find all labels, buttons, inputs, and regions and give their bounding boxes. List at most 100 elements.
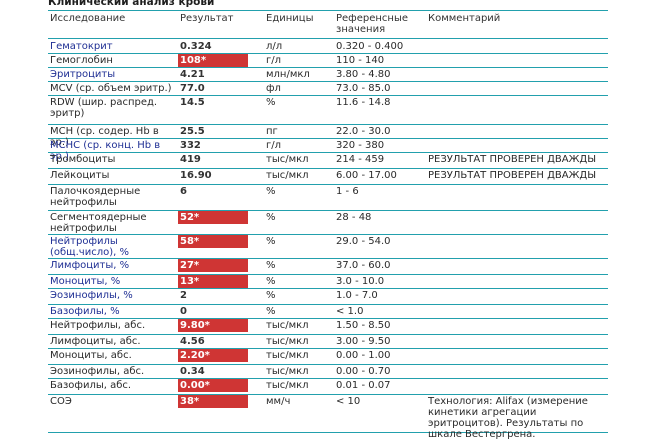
unit: % (266, 276, 276, 287)
table-row: Лейкоциты 16.90 тыс/мкл 6.00 - 17.00 РЕЗУЛЬТ… (48, 168, 608, 185)
table-row: Нейтрофилы, абс. 9.80* тыс/мкл 1.50 - 8.50 (48, 318, 608, 335)
reference-range: 1.50 - 8.50 (336, 320, 391, 331)
unit: тыс/мкл (266, 380, 309, 391)
table-row: Базофилы, % 0% < 1.0 (48, 304, 608, 319)
test-name: Эозинофилы, % (50, 290, 133, 301)
unit: % (266, 236, 276, 247)
unit: г/л (266, 55, 282, 66)
test-name: Эозинофилы, абс. (50, 366, 145, 377)
test-name: Моноциты, абс. (50, 350, 132, 361)
unit: тыс/мкл (266, 154, 309, 165)
result-value: 0 (180, 306, 187, 317)
reference-range: 214 - 459 (336, 154, 385, 165)
unit: фл (266, 83, 281, 94)
result-value-flagged: 108* (178, 54, 248, 67)
unit: % (266, 212, 276, 223)
test-name: Нейтрофилы, абс. (50, 320, 146, 331)
col-result: Результат (180, 13, 234, 24)
reference-range: 11.6 - 14.8 (336, 97, 391, 108)
unit: мм/ч (266, 396, 291, 407)
col-reference: Референсные значения (336, 13, 409, 35)
table-row: Лимфоциты, абс. 4.56 тыс/мкл 3.00 - 9.50 (48, 334, 608, 349)
unit: тыс/мкл (266, 336, 309, 347)
result-value: 14.5 (180, 97, 205, 108)
table-row: Эритроциты 4.21 млн/мкл 3.80 - 4.80 (48, 67, 608, 82)
reference-range: 3.80 - 4.80 (336, 69, 391, 80)
table-row: MCV (ср. объем эритр.) 77.0 фл 73.0 - 85.0 (48, 81, 608, 96)
unit: % (266, 186, 276, 197)
reference-range: 37.0 - 60.0 (336, 260, 391, 271)
reference-range: 28 - 48 (336, 212, 372, 223)
result-value: 6 (180, 186, 187, 197)
col-test: Исследование (50, 13, 126, 24)
test-name: MCH (ср. содер. Hb в эр.) (50, 126, 159, 148)
table-row: Тромбоциты 419 тыс/мкл 214 - 459 РЕЗУЛЬТАТ П… (48, 152, 608, 169)
reference-range: 320 - 380 (336, 140, 385, 151)
table-row: MCHC (ср. конц. Hb в эр.) 332 г/л 320 - 380 (48, 138, 608, 162)
result-value-flagged: 38* (178, 395, 248, 408)
unit: г/л (266, 140, 282, 151)
test-name: Базофилы, абс. (50, 380, 132, 391)
reference-range: 6.00 - 17.00 (336, 170, 397, 181)
reference-range: 0.320 - 0.400 (336, 41, 404, 52)
test-name: Эритроциты (50, 69, 116, 80)
table-row: Палочкоядерные нейтрофилы 6% 1 - 6 (48, 184, 608, 211)
result-value-flagged: 52* (178, 211, 248, 224)
test-name: Гемоглобин (50, 55, 113, 66)
table-row: RDW (шир. распред. эритр) 14.5% 11.6 - 14.… (48, 95, 608, 125)
test-name: Лимфоциты, % (50, 260, 130, 271)
unit: % (266, 306, 276, 317)
result-value-flagged: 0.00* (178, 379, 248, 392)
unit: % (266, 260, 276, 271)
table-header: Исследование Результат Единицы Референсн… (48, 11, 608, 39)
test-name: Сегментоядерные нейтрофилы (50, 212, 147, 234)
reference-range: 22.0 - 30.0 (336, 126, 391, 137)
table-row: Эозинофилы, % 2% 1.0 - 7.0 (48, 288, 608, 305)
reference-range: 29.0 - 54.0 (336, 236, 391, 247)
result-value: 419 (180, 154, 201, 165)
result-value: 2 (180, 290, 187, 301)
table-row: Моноциты, % 13*% 3.0 - 10.0 (48, 274, 608, 289)
unit: л/л (266, 41, 283, 52)
test-name: СОЭ (50, 396, 72, 407)
result-value: 332 (180, 140, 201, 151)
test-name: Лимфоциты, абс. (50, 336, 141, 347)
reference-range: 1 - 6 (336, 186, 359, 197)
unit: пг (266, 126, 278, 137)
table-row: СОЭ 38* мм/ч < 10 Технология: Alifax (измере… (48, 394, 608, 440)
result-value: 4.21 (180, 69, 205, 80)
table-row: Эозинофилы, абс. 0.34 тыс/мкл 0.00 - 0.70 (48, 364, 608, 379)
reference-range: 0.00 - 1.00 (336, 350, 391, 361)
comment: РЕЗУЛЬТАТ ПРОВЕРЕН ДВАЖДЫ (428, 170, 597, 181)
unit: тыс/мкл (266, 350, 309, 361)
comment: Технология: Alifax (измерение кинетики а… (428, 396, 588, 440)
unit: % (266, 290, 276, 301)
result-value-flagged: 58* (178, 235, 248, 248)
result-value-flagged: 27* (178, 259, 248, 272)
comment: РЕЗУЛЬТАТ ПРОВЕРЕН ДВАЖДЫ (428, 154, 597, 165)
unit: млн/мкл (266, 69, 310, 80)
result-value: 16.90 (180, 170, 212, 181)
test-name: Гематокрит (50, 41, 113, 52)
test-name: MCHC (ср. конц. Hb в эр.) (50, 140, 161, 162)
unit: тыс/мкл (266, 320, 309, 331)
result-value-flagged: 13* (178, 275, 248, 288)
result-value: 4.56 (180, 336, 205, 347)
report-title: Клинический анализ крови (48, 0, 608, 11)
reference-range: 3.00 - 9.50 (336, 336, 391, 347)
test-name: Лейкоциты (50, 170, 110, 181)
test-name: RDW (шир. распред. эритр) (50, 97, 158, 119)
table-row: Базофилы, абс. 0.00* тыс/мкл 0.01 - 0.07 (48, 378, 608, 395)
unit: тыс/мкл (266, 366, 309, 377)
test-name: Моноциты, % (50, 276, 121, 287)
col-comment: Комментарий (428, 13, 501, 24)
reference-range: 0.00 - 0.70 (336, 366, 391, 377)
test-name: Тромбоциты (50, 154, 116, 165)
result-value-flagged: 2.20* (178, 349, 248, 362)
unit: % (266, 97, 276, 108)
table-row: Гемоглобин 108* г/л 110 - 140 (48, 53, 608, 68)
test-name: MCV (ср. объем эритр.) (50, 83, 172, 94)
table-row: Моноциты, абс. 2.20* тыс/мкл 0.00 - 1.00 (48, 348, 608, 365)
reference-range: 110 - 140 (336, 55, 385, 66)
test-name: Палочкоядерные нейтрофилы (50, 186, 141, 208)
